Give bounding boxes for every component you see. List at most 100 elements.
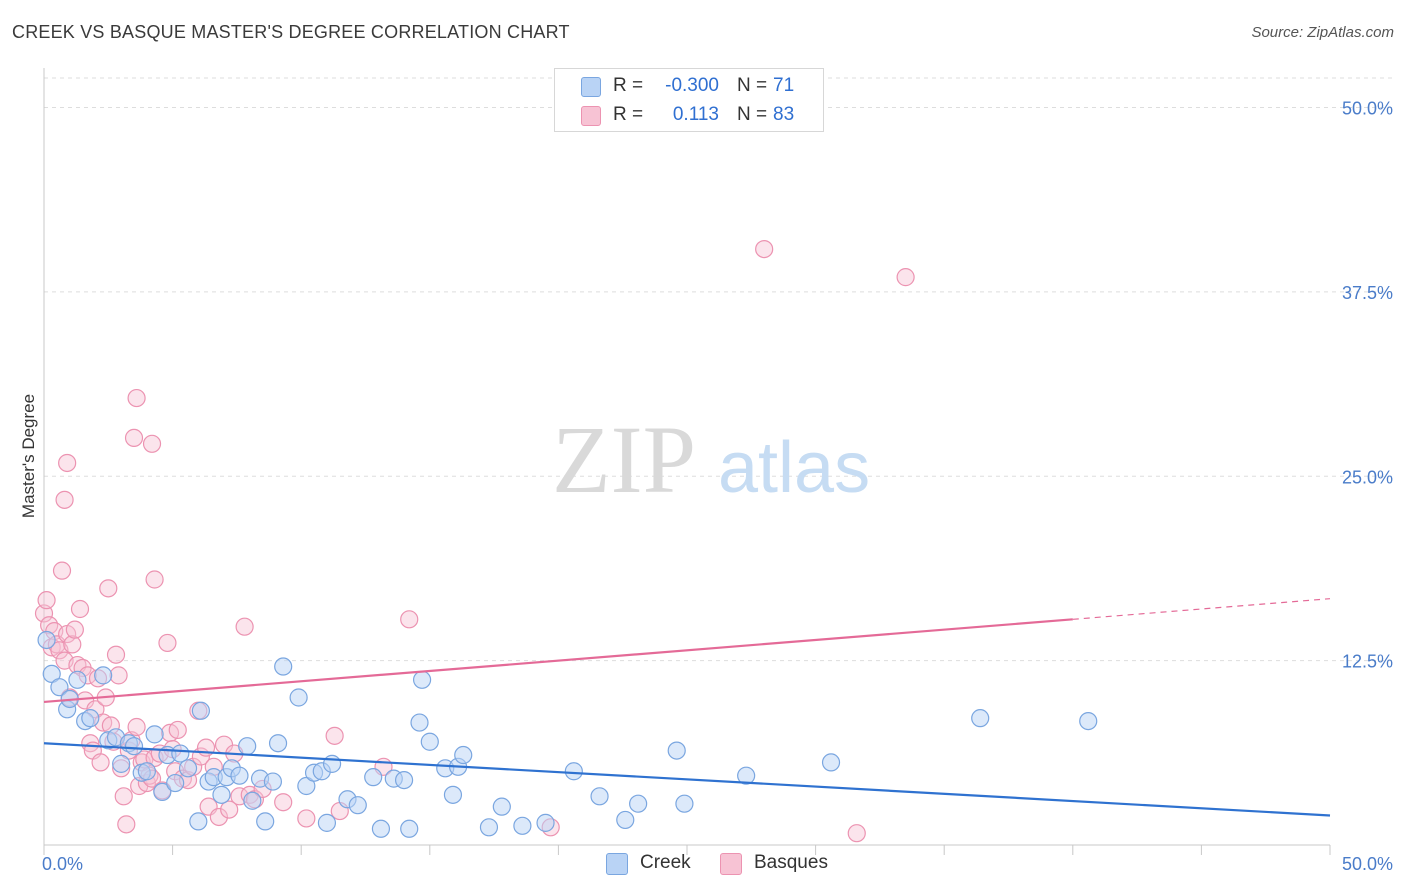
creek-point <box>178 759 198 778</box>
basque-point <box>274 793 293 812</box>
creek-point <box>821 753 841 772</box>
creek-point <box>230 766 249 785</box>
watermark-zip: ZIP <box>552 406 696 513</box>
y-tick-label: 12.5% <box>1342 652 1393 672</box>
basque-swatch <box>720 853 742 875</box>
legend-r-value: -0.300 <box>665 75 719 96</box>
basque-point <box>142 434 162 453</box>
basque-point <box>99 579 118 598</box>
legend-n-value: 83 <box>773 104 795 125</box>
creek-point <box>400 819 419 838</box>
creek-point <box>317 813 337 832</box>
creek-point <box>243 791 262 810</box>
basque-point <box>70 599 90 619</box>
basque-swatch <box>581 106 601 126</box>
creek-point <box>348 796 367 815</box>
legend-n-value: 71 <box>773 75 795 96</box>
creek-point <box>479 818 499 837</box>
creek-point <box>443 785 463 804</box>
creek-point <box>1079 711 1098 731</box>
basque-point <box>37 591 56 610</box>
creek-point <box>274 657 293 676</box>
basque-point <box>145 570 164 589</box>
basque-point <box>220 800 239 819</box>
creek-point <box>616 810 635 830</box>
axes <box>43 68 1331 855</box>
legend-n-label: N = <box>737 104 768 125</box>
creek-point <box>171 744 190 763</box>
trend-lines <box>43 598 1331 817</box>
y-tick-label: 50.0% <box>1342 99 1393 119</box>
creek-point <box>410 713 429 732</box>
creek-point <box>50 678 69 697</box>
creek-point <box>394 770 414 790</box>
basque-point <box>755 240 774 259</box>
creek-point <box>420 732 439 751</box>
creek-point <box>371 819 391 838</box>
chart-title: CREEK VS BASQUE MASTER'S DEGREE CORRELAT… <box>12 22 570 42</box>
basque-point <box>117 815 136 834</box>
basque-point <box>158 633 177 653</box>
creek-point <box>629 794 648 813</box>
y-tick-label: 37.5% <box>1342 283 1393 303</box>
basque-point <box>235 617 254 636</box>
creek-point <box>153 782 172 802</box>
basque-point <box>55 490 74 509</box>
creek-trend-line <box>43 742 1331 817</box>
watermark-atlas: atlas <box>718 428 870 508</box>
creek-point <box>536 813 555 832</box>
creek-point <box>256 812 275 831</box>
creek-point <box>68 670 87 689</box>
creek-point <box>590 787 609 806</box>
creek-point <box>212 785 231 804</box>
basque-point <box>81 734 100 753</box>
creek-point <box>94 666 113 685</box>
creek-point <box>737 766 756 785</box>
creek-swatch <box>581 77 601 97</box>
creek-point <box>268 734 288 753</box>
basque-point <box>124 428 144 447</box>
legend-n-label: N = <box>737 75 768 96</box>
creek-point <box>675 794 694 813</box>
y-axis-title: Master's Degree <box>19 394 38 518</box>
creek-point <box>81 709 100 728</box>
basque-point <box>114 787 133 806</box>
creek-point <box>124 737 144 756</box>
y-tick-label: 25.0% <box>1342 467 1393 487</box>
x-tick-label: 0.0% <box>42 854 83 874</box>
creek-point <box>191 701 210 720</box>
creek-point <box>564 762 583 781</box>
creek-point <box>322 754 342 773</box>
basque-point <box>65 620 84 639</box>
basque-point <box>106 645 126 664</box>
basque-point <box>127 388 146 408</box>
basque-point <box>91 753 110 772</box>
basque-point <box>58 453 77 473</box>
creek-point <box>667 741 686 760</box>
legend-row-creek: R = -0.300 N = 71 <box>555 71 823 101</box>
watermark: ZIP atlas <box>552 406 870 513</box>
basque-point <box>34 604 54 623</box>
creek-point <box>364 768 383 787</box>
legend-r-value: 0.113 <box>672 104 719 125</box>
creek-point <box>513 816 532 835</box>
basque-point <box>52 561 72 580</box>
legend-label-basques: Basques <box>754 852 828 873</box>
x-tick-label: 50.0% <box>1342 854 1393 874</box>
basque-point <box>400 610 419 629</box>
basque-point <box>209 807 228 827</box>
basque-point <box>127 717 146 737</box>
basque-point <box>297 809 316 828</box>
basque-point <box>109 666 128 685</box>
creek-point <box>137 762 156 781</box>
creek-swatch <box>606 853 628 875</box>
creek-point <box>189 812 208 831</box>
creek-point <box>412 670 432 689</box>
legend-row-basques: R = 0.113 N = 83 <box>555 100 823 130</box>
creek-points <box>37 630 1098 838</box>
legend-r-label: R = <box>613 104 644 125</box>
basque-point <box>847 824 866 843</box>
creek-point <box>492 797 511 816</box>
creek-point <box>454 745 473 765</box>
